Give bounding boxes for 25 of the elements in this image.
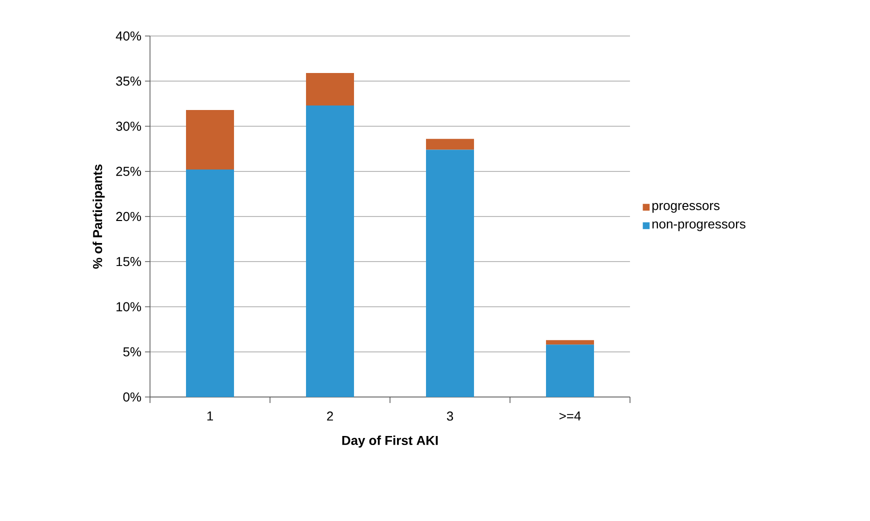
- x-tick-label: 2: [327, 412, 333, 421]
- y-tick-label: 0%: [123, 392, 142, 402]
- bar: [186, 170, 234, 397]
- bar: [426, 150, 474, 397]
- y-tick-label: 20%: [116, 212, 142, 222]
- y-tick-label: 30%: [116, 122, 142, 131]
- x-axis-title: Day of First AKI: [342, 436, 438, 448]
- x-tick-label: 1: [207, 412, 213, 420]
- bar: [426, 138, 474, 150]
- y-tick-label: 15%: [116, 257, 142, 266]
- y-tick-label: 5%: [123, 347, 142, 356]
- bar: [546, 344, 594, 397]
- y-tick-label: 40%: [116, 31, 142, 41]
- bar: [546, 340, 594, 345]
- x-tick-label: >=4: [559, 412, 581, 420]
- legend-label: progressors: [652, 203, 720, 213]
- bar: [306, 72, 354, 106]
- y-tick-label: 25%: [116, 166, 142, 176]
- legend-label: non-progressors: [652, 221, 746, 232]
- bar: [186, 110, 234, 170]
- y-tick-label: 35%: [116, 76, 142, 86]
- y-axis-title: % of Participants: [92, 164, 105, 269]
- bar: [306, 105, 354, 397]
- x-tick-label: 3: [446, 412, 454, 421]
- y-tick-label: 10%: [116, 302, 142, 312]
